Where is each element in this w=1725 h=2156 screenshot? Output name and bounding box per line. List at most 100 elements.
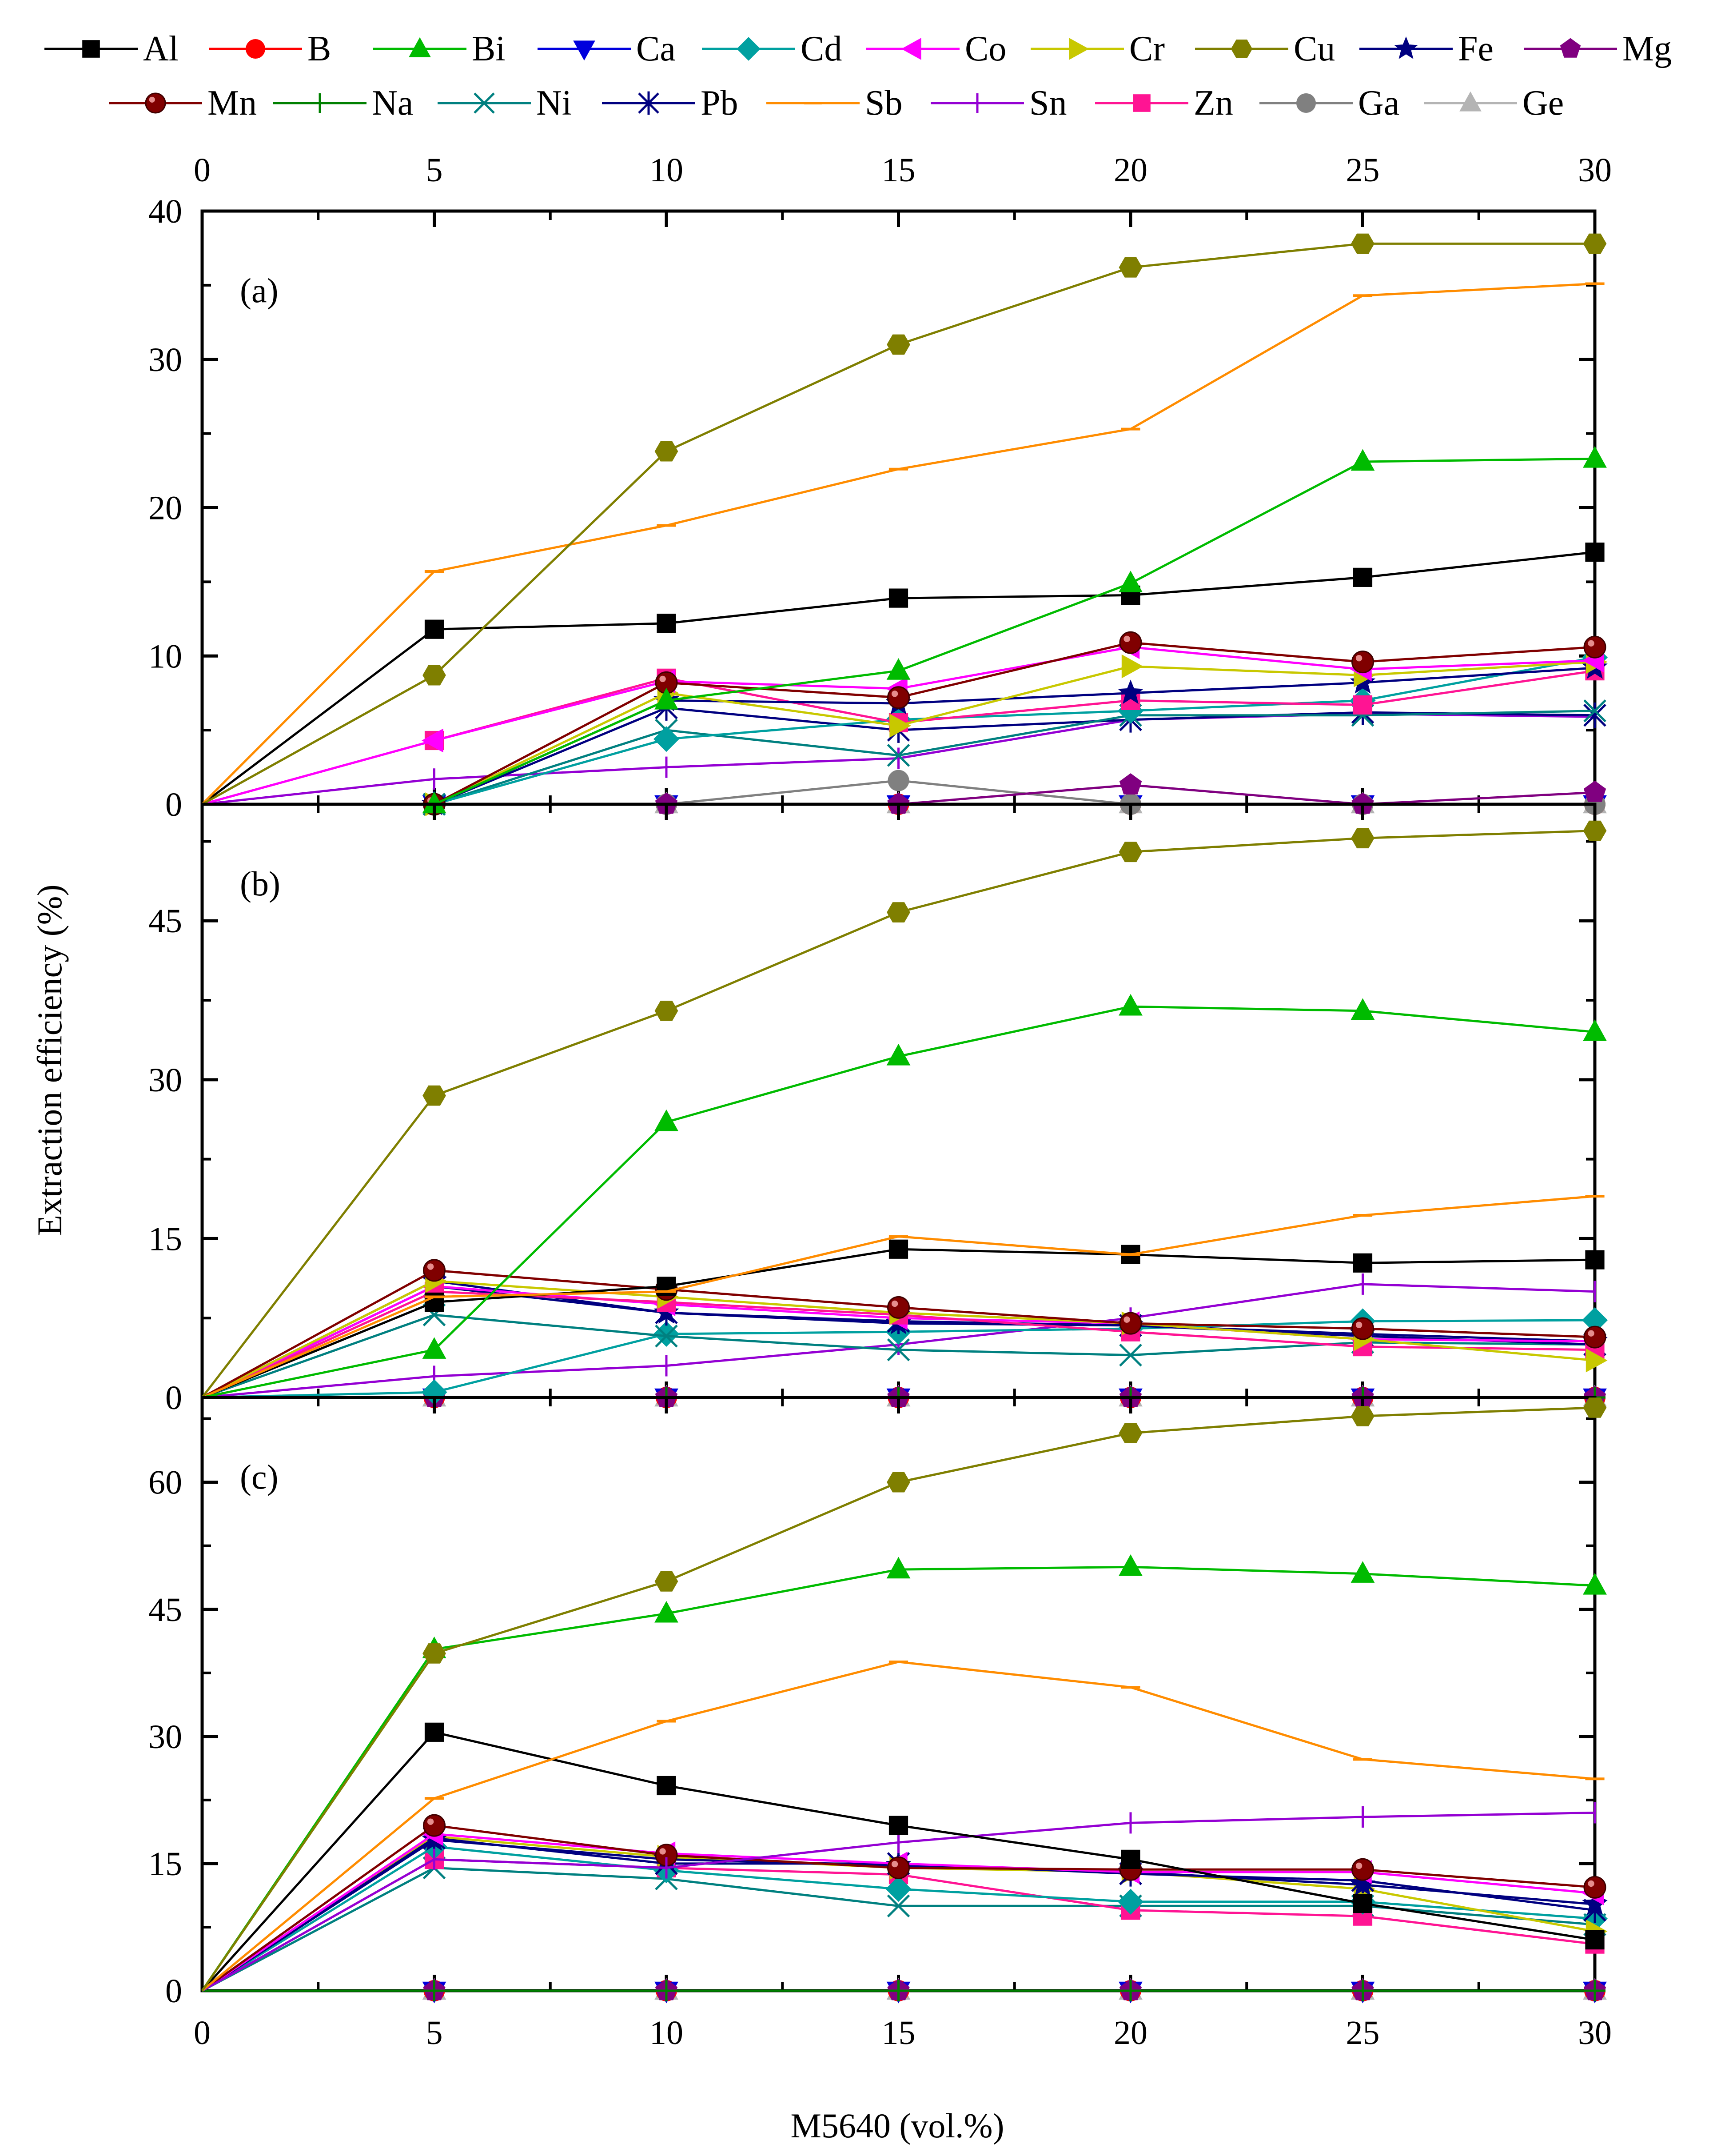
data-point-mn-icon-highlight: [1123, 1316, 1130, 1323]
series-mn: [201, 1814, 1606, 1992]
data-point-bi-icon: [422, 1337, 446, 1359]
legend-item-cu: Cu: [1195, 29, 1335, 68]
data-point-cr-icon: [889, 714, 911, 738]
data-point-mn-icon-highlight: [1588, 1330, 1594, 1337]
data-point-cu-icon: [422, 1643, 446, 1664]
data-point-al-icon: [1353, 1893, 1373, 1913]
legend-label-co: Co: [965, 29, 1006, 68]
legend-label-ni: Ni: [536, 84, 572, 123]
top-x-tick-label: 25: [1346, 152, 1380, 189]
series-bi: [201, 1554, 1607, 1992]
y-tick-label: 45: [148, 902, 182, 940]
data-point-bi-icon: [654, 687, 678, 710]
data-point-mn-icon-highlight: [1588, 1880, 1594, 1887]
data-point-bi-icon: [886, 1043, 911, 1066]
legend-marker-bi-icon: [409, 37, 431, 57]
legend-item-sn: Sn: [931, 84, 1067, 123]
data-point-cu-icon: [654, 1571, 678, 1592]
data-point-mg-icon: [1119, 773, 1142, 795]
top-x-tick-label: 0: [194, 152, 211, 189]
y-axis-label: Extraction efficiency (%): [30, 884, 69, 1236]
legend-item-ge: Ge: [1424, 84, 1564, 123]
data-point-bi-icon: [1351, 998, 1375, 1020]
legend-marker-ge-icon: [1459, 91, 1482, 112]
legend-marker-co-icon: [901, 38, 921, 60]
data-point-al-icon: [888, 588, 908, 608]
data-point-mn-icon: [1119, 1312, 1142, 1335]
data-point-na-icon: [1352, 1980, 1374, 2001]
data-point-mn-icon-highlight: [1355, 1862, 1362, 1869]
legend-label-al: Al: [143, 29, 179, 68]
data-point-al-icon: [424, 1722, 444, 1742]
data-point-co-icon: [422, 728, 443, 753]
legend-marker-fe-icon: [1394, 36, 1418, 59]
legend-label-cu: Cu: [1294, 29, 1335, 68]
data-point-al-icon: [888, 1816, 908, 1835]
data-point-mn-icon: [1119, 631, 1142, 654]
data-point-al-icon: [657, 614, 676, 633]
series-cu: [201, 233, 1607, 806]
data-point-cu-icon: [1583, 820, 1607, 841]
data-point-al-icon: [1585, 1930, 1605, 1950]
data-point-bi-icon: [886, 658, 911, 680]
data-point-cu-icon: [1351, 828, 1374, 849]
y-tick-label: 15: [148, 1220, 182, 1258]
panel-c: 0 15 30 45 60 (c): [148, 1396, 1608, 2010]
data-point-mn-icon: [423, 1814, 446, 1837]
legend-marker-b-icon: [246, 39, 265, 59]
series-al: [201, 1722, 1605, 1992]
panel-label: (b): [240, 864, 280, 903]
y-tick-label: 30: [148, 1062, 182, 1099]
data-point-ni-icon: [1583, 699, 1606, 723]
series-sn: [201, 1802, 1596, 1992]
data-point-mn-icon-highlight: [1588, 640, 1594, 647]
legend-label-ca: Ca: [636, 29, 676, 68]
data-point-cu-icon: [654, 441, 678, 462]
data-point-bi-icon: [1583, 1573, 1607, 1595]
series-cu: [201, 1397, 1607, 1992]
legend-item-cr: Cr: [1031, 29, 1165, 68]
data-point-mn-icon: [1351, 651, 1374, 674]
data-point-cu-icon: [1119, 257, 1143, 278]
data-point-mn-icon-highlight: [1123, 635, 1130, 643]
series-sb: [201, 1661, 1605, 1992]
legend-label-zn: Zn: [1194, 84, 1233, 123]
y-tick-label: 30: [148, 341, 182, 379]
data-point-mn-icon: [887, 686, 910, 709]
data-point-ni-icon: [887, 1894, 910, 1918]
legend-item-zn: Zn: [1095, 84, 1233, 123]
data-point-al-icon: [424, 619, 444, 639]
series-sb: [201, 282, 1605, 805]
data-point-bi-icon: [1351, 449, 1375, 471]
legend-item-cd: Cd: [702, 29, 842, 68]
data-point-cu-icon: [1351, 1406, 1374, 1426]
data-point-cd-icon: [1117, 1888, 1144, 1915]
data-point-bi-icon: [886, 1557, 911, 1579]
data-point-al-icon: [657, 1277, 676, 1296]
legend-marker-ca-icon: [573, 40, 595, 61]
data-point-mn-icon: [1351, 1858, 1374, 1881]
bottom-x-tick-label: 15: [882, 2014, 916, 2052]
top-x-tick-label: 15: [882, 152, 916, 189]
data-point-mn-icon: [1351, 1317, 1374, 1340]
data-point-mn-icon: [1583, 1326, 1606, 1349]
legend-item-b: B: [209, 29, 331, 68]
series-sb: [202, 1195, 1605, 1399]
series-na: [202, 1980, 1605, 2001]
data-point-cu-icon: [887, 334, 910, 355]
data-point-mn-icon-highlight: [891, 1861, 898, 1868]
data-point-al-icon: [1353, 567, 1373, 587]
data-point-mn-icon-highlight: [659, 675, 666, 683]
legend-marker-cr-icon: [1069, 38, 1089, 60]
data-point-cu-icon: [1119, 1423, 1143, 1443]
y-tick-label: 0: [165, 1972, 182, 2010]
data-point-al-icon: [1585, 1250, 1605, 1270]
legend-item-mn: Mn: [109, 84, 257, 123]
data-point-cu-icon: [1583, 233, 1607, 254]
top-x-tick-label: 5: [426, 152, 443, 189]
y-tick-label: 45: [148, 1591, 182, 1629]
panel-data: [201, 1397, 1608, 2004]
bottom-x-tick-label: 30: [1578, 2014, 1612, 2052]
data-point-bi-icon: [1351, 1561, 1375, 1583]
